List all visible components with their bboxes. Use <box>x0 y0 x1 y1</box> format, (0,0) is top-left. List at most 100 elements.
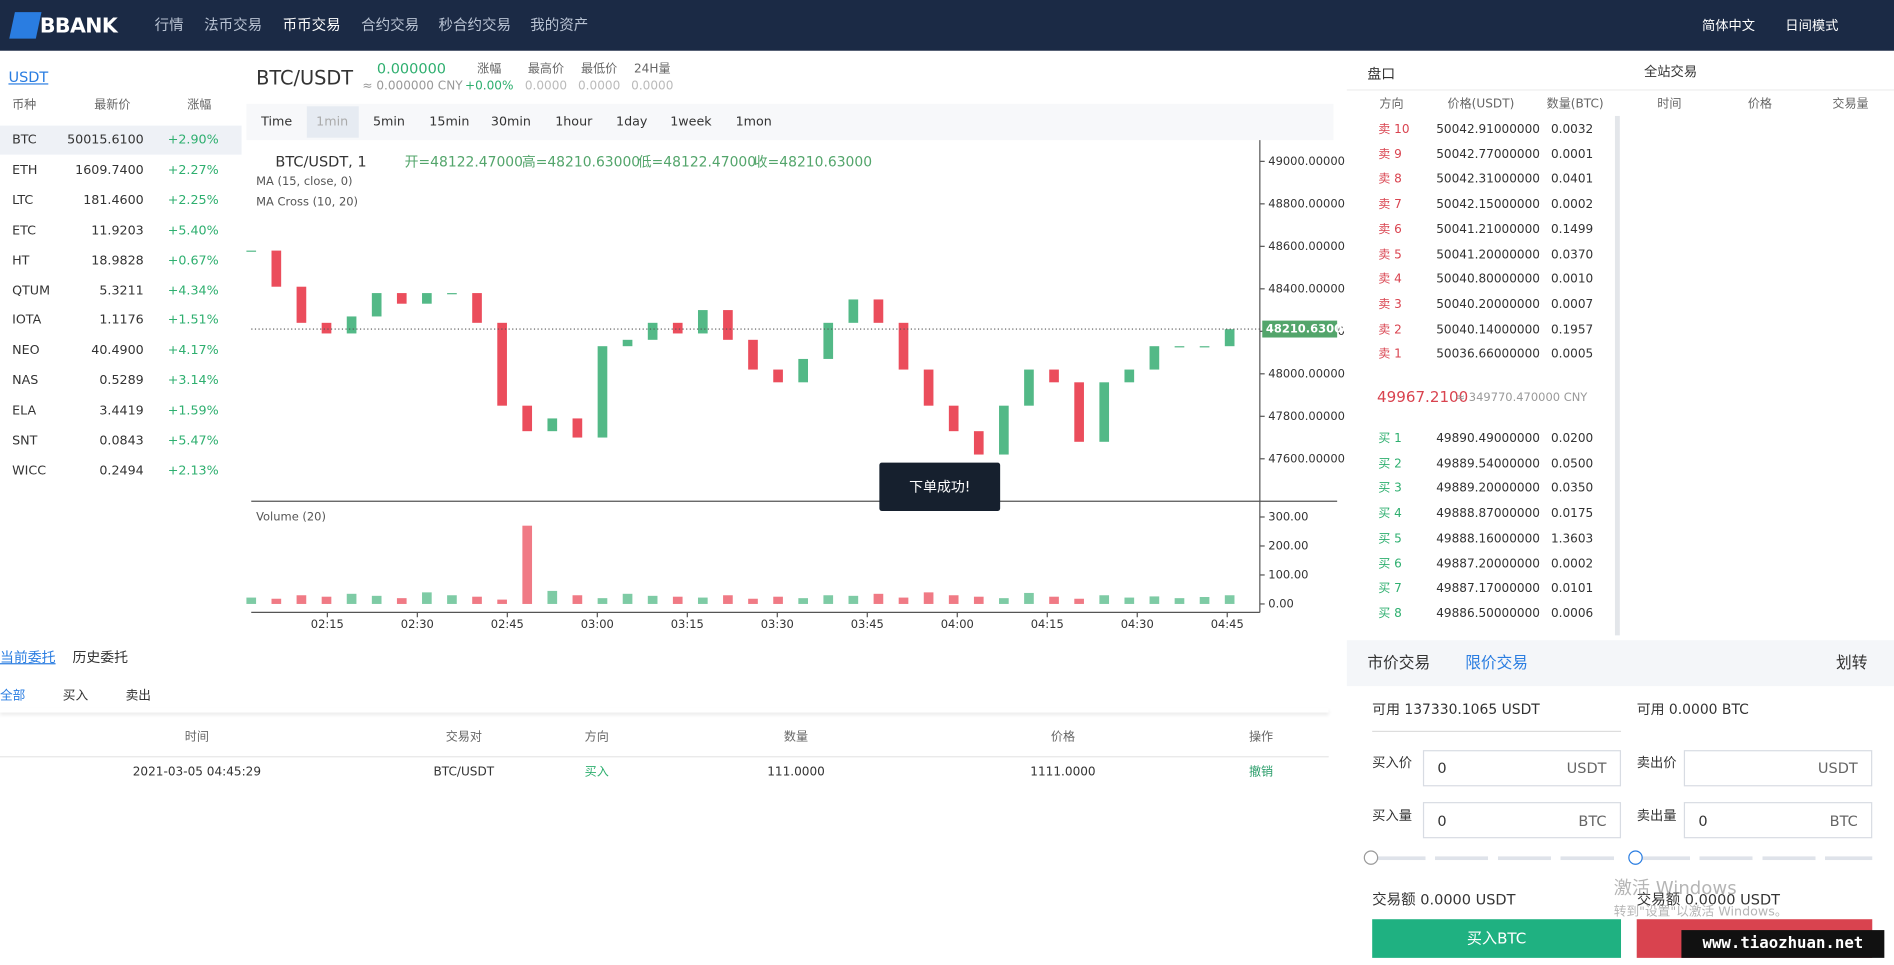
mid-price-cny: ≈ 349770.470000 CNY <box>1455 391 1588 405</box>
form-line <box>1372 730 1622 732</box>
interval-tab[interactable]: 1min <box>316 114 349 130</box>
order-filter[interactable]: 全部 <box>0 688 26 704</box>
coin-change: +1.51% <box>167 313 219 328</box>
stat-label: 涨幅 <box>477 62 502 77</box>
coin-name[interactable]: QTUM <box>12 283 51 298</box>
coin-name[interactable]: ETC <box>12 223 36 238</box>
language-switch[interactable]: 简体中文 <box>1701 18 1756 34</box>
book-price: 50042.31000000 <box>1436 173 1540 187</box>
interval-tab[interactable]: 15min <box>429 114 470 130</box>
interval-tab[interactable]: 1day <box>616 114 648 130</box>
book-price: 50042.15000000 <box>1436 198 1540 212</box>
coin-name[interactable]: ETH <box>12 162 38 178</box>
book-price: 49888.87000000 <box>1436 507 1540 521</box>
slider-knob[interactable] <box>1628 850 1643 865</box>
coin-name[interactable]: NEO <box>12 343 40 358</box>
order-filter[interactable]: 卖出 <box>125 688 151 704</box>
x-tick-label: 04:45 <box>1211 617 1244 631</box>
interval-tab[interactable]: Time <box>261 114 293 130</box>
buy-button[interactable] <box>1372 919 1622 958</box>
volume-bar <box>346 593 357 604</box>
x-tick-label: 03:15 <box>671 617 704 631</box>
order-tab[interactable]: 历史委托 <box>72 648 129 666</box>
x-tick-label: 03:45 <box>851 617 884 631</box>
order-header: 交易对 <box>445 730 482 745</box>
available-balance: 可用 137330.1065 USDT <box>1372 700 1540 718</box>
book-side: 卖 6 <box>1378 223 1402 237</box>
volume-bar <box>1099 595 1110 604</box>
book-price: 50041.20000000 <box>1436 248 1540 262</box>
candle <box>296 286 307 323</box>
form-tab[interactable]: 市价交易 <box>1367 654 1431 673</box>
trades-title: 全站交易 <box>1643 64 1698 80</box>
buy-button-label[interactable]: 买入BTC <box>1466 928 1527 948</box>
order-cell: 买入 <box>584 765 609 780</box>
coin-name[interactable]: LTC <box>12 193 34 208</box>
book-side: 卖 4 <box>1378 273 1402 287</box>
stat-value: 0.0000 <box>524 79 568 94</box>
last-price-tag <box>1262 320 1338 338</box>
volume-bar <box>873 593 884 604</box>
interval-tab[interactable]: 30min <box>490 114 531 130</box>
stat-label: 24H量 <box>634 62 671 77</box>
slider-knob[interactable] <box>1363 850 1379 865</box>
candle <box>697 310 708 334</box>
order-cell[interactable]: 撤销 <box>1248 765 1274 780</box>
x-tick-label: 02:30 <box>401 617 434 631</box>
nav-item[interactable]: 我的资产 <box>530 16 589 34</box>
sell-amount-input[interactable] <box>1683 802 1873 839</box>
mode-switch[interactable]: 日间模式 <box>1785 18 1839 34</box>
volume-bar <box>622 593 633 604</box>
coin-change: +0.67% <box>167 253 219 268</box>
nav-item[interactable]: 法币交易 <box>204 16 263 34</box>
order-filter[interactable]: 买入 <box>62 688 89 704</box>
book-price: 49889.20000000 <box>1436 482 1540 496</box>
book-side: 买 2 <box>1378 457 1402 471</box>
y-tick-label: 47600.00000 <box>1268 451 1345 465</box>
buy-slider[interactable] <box>1372 856 1622 861</box>
y-tick-label: 48000.00000 <box>1268 366 1345 380</box>
interval-tab[interactable]: 5min <box>372 114 405 130</box>
ticker-bar <box>246 103 1334 141</box>
volume-bar <box>1074 598 1084 604</box>
market-tab[interactable]: USDT <box>8 68 49 86</box>
book-side: 买 7 <box>1378 582 1402 596</box>
form-tab[interactable]: 限价交易 <box>1465 654 1529 673</box>
nav-item[interactable]: 秒合约交易 <box>438 16 511 34</box>
coin-name[interactable]: NAS <box>12 373 39 388</box>
coin-change: +4.17% <box>167 343 219 358</box>
nav-bar <box>0 0 1894 51</box>
nav-item[interactable]: 合约交易 <box>361 16 420 34</box>
book-qty: 0.1957 <box>1550 323 1594 337</box>
volume-bar <box>923 592 934 604</box>
order-tab[interactable]: 当前委托 <box>0 648 56 666</box>
candle <box>647 322 658 340</box>
sell-price-input[interactable] <box>1683 750 1873 787</box>
interval-tab[interactable]: 1mon <box>735 114 772 130</box>
buy-amount-input[interactable] <box>1422 802 1622 839</box>
volume-bar <box>396 598 407 604</box>
book-qty: 0.0175 <box>1550 507 1594 521</box>
sell-slider[interactable] <box>1636 856 1873 861</box>
nav-item[interactable]: 币币交易 <box>282 16 341 34</box>
coin-price: 40.4900 <box>91 343 144 358</box>
form-tab[interactable]: 划转 <box>1836 654 1868 673</box>
buy-price-input[interactable] <box>1422 750 1622 787</box>
order-cell: 2021-03-05 04:45:29 <box>132 765 262 780</box>
candle <box>1024 369 1034 406</box>
book-side: 卖 3 <box>1378 298 1402 312</box>
interval-tab[interactable]: 1week <box>670 114 712 130</box>
coin-name[interactable]: ELA <box>12 403 37 419</box>
nav-item[interactable]: 行情 <box>154 16 184 34</box>
coin-name[interactable]: IOTA <box>12 313 42 328</box>
candle <box>848 299 859 323</box>
coin-name[interactable]: SNT <box>12 433 38 449</box>
book-price: 49889.54000000 <box>1436 457 1540 471</box>
coin-name[interactable]: HT <box>12 253 30 268</box>
coin-name[interactable]: BTC <box>12 132 37 148</box>
coin-name[interactable]: WICC <box>12 463 47 479</box>
volume-bar <box>1049 596 1059 604</box>
interval-tab[interactable]: 1hour <box>555 114 593 130</box>
interval-active-bg <box>306 106 359 138</box>
trade-total: 交易额 0.0000 USDT <box>1636 891 1780 909</box>
